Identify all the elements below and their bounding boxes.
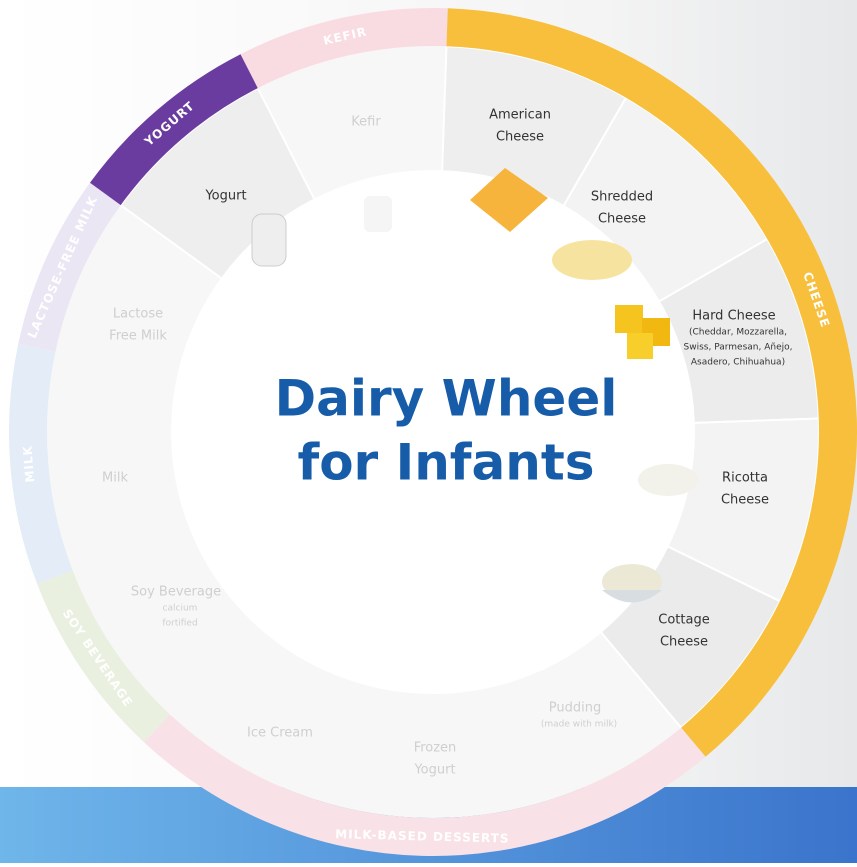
- food-illustration: [252, 214, 286, 266]
- item-label: Yogurt: [413, 763, 455, 778]
- item-label: Yogurt: [204, 189, 246, 204]
- item-label: American: [489, 108, 551, 123]
- item-note: Swiss, Parmesan, Añejo,: [684, 343, 793, 353]
- item-label: Cheese: [496, 130, 544, 145]
- item-label: Kefir: [351, 115, 381, 130]
- item-label: Lactose: [113, 307, 163, 322]
- ring-label: MILK: [20, 445, 37, 483]
- food-illustration: [627, 333, 653, 359]
- item-note: fortified: [162, 619, 197, 629]
- item-label: Shredded: [591, 190, 653, 205]
- item-label: Cottage: [658, 613, 709, 628]
- item-label: Hard Cheese: [692, 309, 775, 324]
- page: KEFIRCHEESEMILK-BASED DESSERTSSOY BEVERA…: [0, 0, 857, 863]
- item-label: Milk: [102, 471, 128, 486]
- item-label: Soy Beverage: [131, 585, 221, 600]
- item-label: Pudding: [549, 701, 601, 716]
- item-label: Cheese: [721, 493, 769, 508]
- item-note: (Cheddar, Mozzarella,: [689, 328, 787, 338]
- item-note: Asadero, Chihuahua): [691, 358, 785, 368]
- item-label: Cheese: [598, 212, 646, 227]
- item-note: (made with milk): [541, 720, 617, 730]
- item-label: Frozen: [414, 741, 457, 756]
- title-line: Dairy Wheel: [275, 370, 618, 428]
- item-note: calcium: [163, 604, 198, 614]
- item-label: Free Milk: [109, 329, 167, 344]
- dairy-wheel: KEFIRCHEESEMILK-BASED DESSERTSSOY BEVERA…: [0, 0, 857, 863]
- item-label: Ice Cream: [247, 726, 313, 741]
- item-label: Ricotta: [722, 471, 768, 486]
- food-illustration: [552, 240, 632, 280]
- item-label: Cheese: [660, 635, 708, 650]
- title-line: for Infants: [297, 434, 594, 492]
- food-illustration: [364, 196, 392, 232]
- food-illustration: [638, 464, 698, 496]
- food-illustration: [615, 305, 643, 333]
